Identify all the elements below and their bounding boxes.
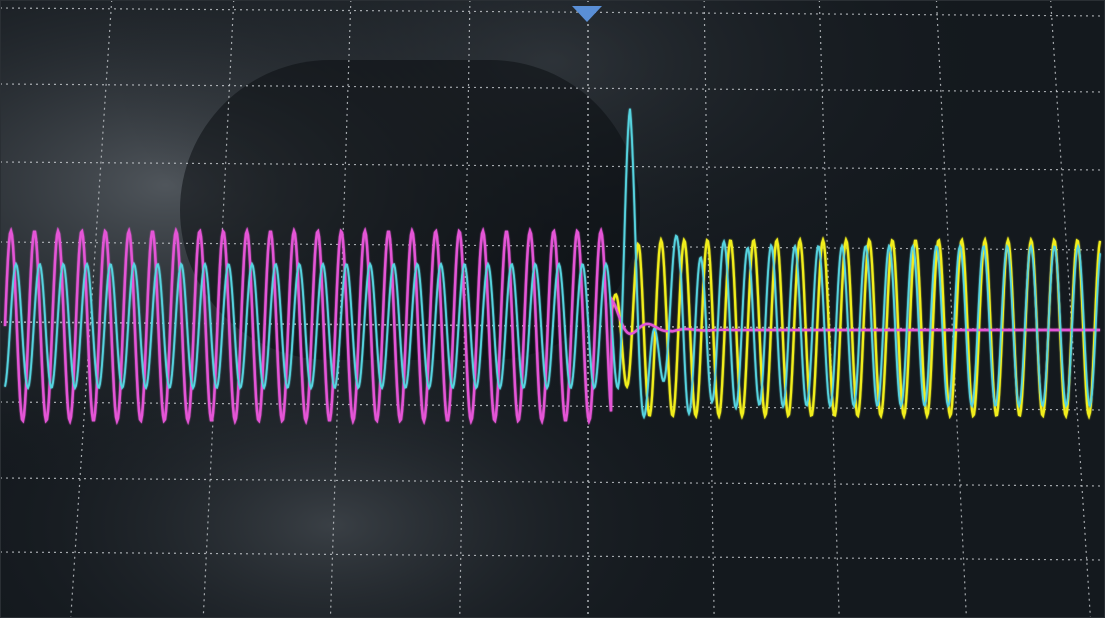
page: (() => { const NS = 'http://www.w3.org/2…: [0, 0, 1105, 618]
oscilloscope-photo: [0, 0, 1105, 618]
